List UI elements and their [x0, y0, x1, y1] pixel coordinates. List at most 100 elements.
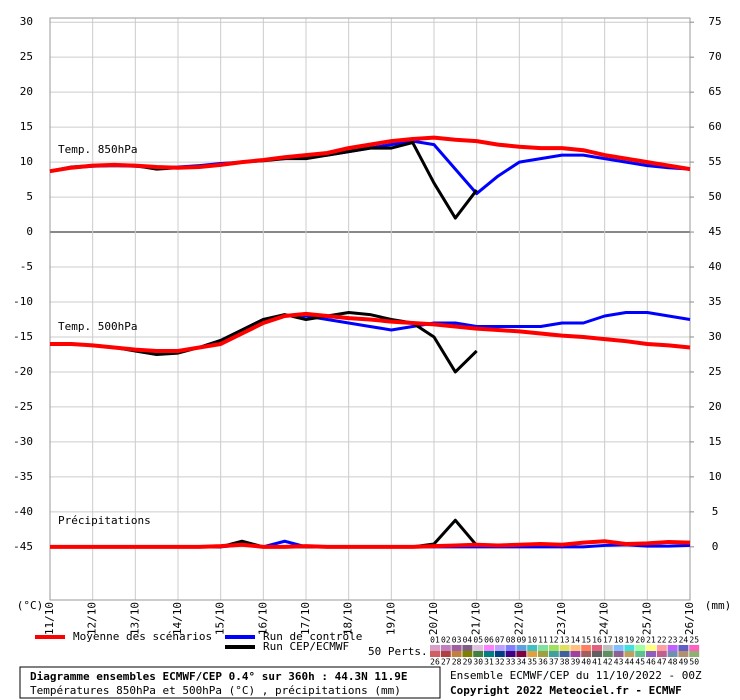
- x-tick-label: 25/10: [640, 602, 653, 635]
- perturbation-label: 36: [538, 658, 548, 667]
- y2-tick-label: 60: [708, 120, 721, 133]
- perturbation-label: 33: [506, 658, 516, 667]
- perturbation-label: 44: [625, 658, 635, 667]
- x-tick-label: 14/10: [171, 602, 184, 635]
- y-tick-label: 0: [26, 225, 33, 238]
- perturbation-swatch: [473, 645, 484, 651]
- y2-tick-label: 0: [712, 540, 719, 553]
- x-tick-label: 26/10: [683, 602, 696, 635]
- y-tick-label: -20: [13, 365, 33, 378]
- perturbation-swatch: [613, 651, 624, 657]
- perturbation-label: 19: [625, 636, 635, 645]
- perturbation-swatch: [559, 645, 570, 651]
- perturbation-label: 15: [581, 636, 591, 645]
- perturbation-label: 28: [452, 658, 462, 667]
- perturbation-swatch: [462, 651, 473, 657]
- legend-label: Moyenne des scénarios: [73, 630, 212, 643]
- perturbation-swatch: [570, 651, 581, 657]
- y2-tick-label: 20: [708, 400, 721, 413]
- plot-frame: [49, 17, 691, 601]
- perturbation-swatch: [656, 645, 667, 651]
- y-tick-label: -40: [13, 505, 33, 518]
- x-tick-label: 16/10: [256, 602, 269, 635]
- perturbation-label: 05: [473, 636, 483, 645]
- y-tick-label: -25: [13, 400, 33, 413]
- perturbation-swatch: [494, 645, 505, 651]
- perturbation-swatch: [678, 645, 689, 651]
- perturbation-swatch: [548, 651, 559, 657]
- perturbation-label: 40: [581, 658, 591, 667]
- perturbation-swatch: [505, 645, 516, 651]
- perturbation-swatch: [689, 645, 700, 651]
- y2-tick-label: 55: [708, 155, 721, 168]
- panel-label: Précipitations: [58, 514, 151, 527]
- y-tick-label: 10: [20, 155, 33, 168]
- perturbation-label: 23: [668, 636, 678, 645]
- y2-tick-label: 45: [708, 225, 721, 238]
- perturbation-label: 22: [657, 636, 667, 645]
- perturbation-swatch: [602, 645, 613, 651]
- series-line: [50, 539, 691, 549]
- perturbation-swatch: [646, 645, 656, 651]
- y-tick-label: 25: [20, 50, 33, 63]
- x-tick-label: 21/10: [470, 602, 483, 635]
- perturbation-label: 02: [441, 636, 451, 645]
- perturbation-swatch: [581, 645, 592, 651]
- perturbation-label: 43: [614, 658, 624, 667]
- perturbation-label: 09: [517, 636, 527, 645]
- series-line: [49, 135, 691, 174]
- perturbation-label: 39: [571, 658, 581, 667]
- perturbation-swatch: [516, 651, 527, 657]
- perturbation-swatch: [570, 645, 581, 651]
- footer-title: Diagramme ensembles ECMWF/CEP 0.4° sur 3…: [30, 670, 408, 683]
- perturbation-label: 21: [646, 636, 656, 645]
- y2-tick-label: 35: [708, 295, 721, 308]
- perturbation-swatch: [656, 651, 667, 657]
- perturbation-swatch: [581, 651, 592, 657]
- series-line: [50, 311, 691, 353]
- perturbation-swatch: [624, 645, 635, 651]
- panel-label: Temp. 850hPa: [58, 143, 137, 156]
- perturbation-label: 27: [441, 658, 451, 667]
- perturbation-label: 14: [571, 636, 581, 645]
- perturbation-swatch: [635, 645, 646, 651]
- perturbation-label: 29: [463, 658, 473, 667]
- perturbations-label: 50 Perts.: [368, 645, 428, 658]
- perturbation-swatch: [538, 651, 548, 657]
- x-tick-label: 23/10: [555, 602, 568, 635]
- perturbation-swatch: [516, 645, 527, 651]
- perturbation-label: 49: [679, 658, 689, 667]
- perturbation-swatch: [592, 651, 602, 657]
- y-tick-label: -15: [13, 330, 33, 343]
- perturbation-label: 30: [473, 658, 483, 667]
- y2-tick-label: 70: [708, 50, 721, 63]
- perturbation-swatch: [451, 645, 462, 651]
- legend-label: Run de contrôle: [263, 630, 362, 643]
- perturbation-label: 10: [527, 636, 537, 645]
- perturbation-label: 04: [463, 636, 473, 645]
- y-tick-label: 20: [20, 85, 33, 98]
- footer-run: Ensemble ECMWF/CEP du 11/10/2022 - 00Z: [450, 669, 702, 682]
- perturbation-swatch: [592, 645, 602, 651]
- y2-tick-label: 15: [708, 435, 721, 448]
- y2-tick-label: 30: [708, 330, 721, 343]
- y-tick-label: -5: [20, 260, 33, 273]
- x-tick-label: 22/10: [512, 602, 525, 635]
- perturbation-label: 16: [592, 636, 602, 645]
- perturbation-swatch: [484, 651, 494, 657]
- perturbation-label: 50: [689, 658, 699, 667]
- x-tick-label: 17/10: [299, 602, 312, 635]
- perturbation-swatch: [440, 651, 451, 657]
- perturbation-swatch: [559, 651, 570, 657]
- y-axis-label: (°C): [17, 599, 44, 612]
- x-tick-label: 13/10: [128, 602, 141, 635]
- perturbation-swatch: [484, 645, 494, 651]
- perturbation-label: 17: [603, 636, 613, 645]
- perturbation-label: 47: [657, 658, 667, 667]
- info-box: [19, 666, 441, 699]
- y2-tick-label: 25: [708, 365, 721, 378]
- panel-label: Temp. 500hPa: [58, 320, 137, 333]
- y-tick-label: -35: [13, 470, 33, 483]
